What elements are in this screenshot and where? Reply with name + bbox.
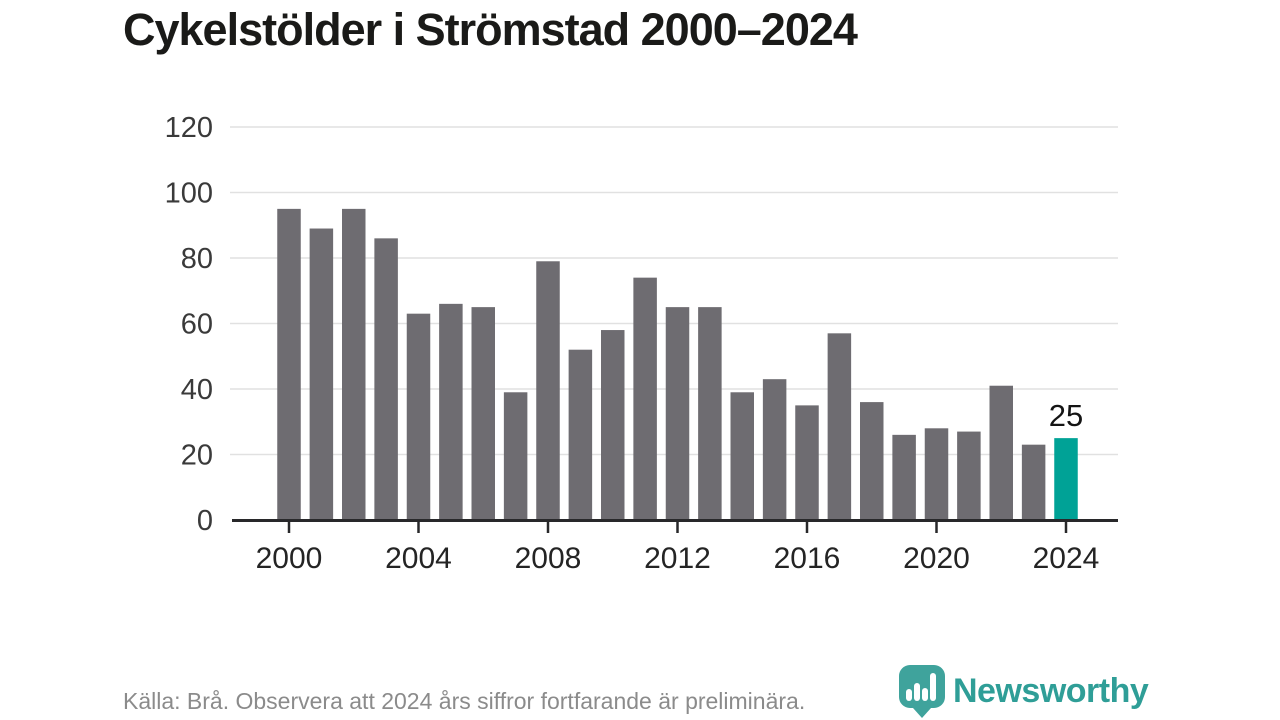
x-tick-label: 2024: [1033, 542, 1100, 575]
value-annotation: 25: [1049, 398, 1083, 433]
y-tick-label: 120: [165, 112, 213, 144]
chart-title: Cykelstölder i Strömstad 2000–2024: [123, 4, 858, 55]
bar: [665, 307, 690, 520]
bar: [309, 228, 334, 520]
bar: [374, 238, 398, 520]
bar: [730, 392, 754, 520]
y-tick-label: 60: [181, 309, 213, 341]
source-note: Källa: Brå. Observera att 2024 års siffr…: [123, 688, 806, 714]
y-tick-label: 0: [197, 505, 213, 537]
bar: [342, 208, 366, 520]
bar: [568, 349, 593, 520]
y-tick-label: 80: [181, 243, 213, 275]
x-tick-label: 2008: [515, 542, 582, 575]
x-tick-label: 2016: [774, 542, 841, 575]
bar: [762, 379, 787, 520]
bar: [471, 307, 495, 520]
newsworthy-logo-text: Newsworthy: [953, 672, 1149, 710]
x-tick-label: 2004: [385, 542, 452, 575]
y-tick-label: 100: [165, 178, 213, 210]
x-tick-label: 2012: [644, 542, 711, 575]
bar: [1021, 444, 1046, 520]
x-tick-label: 2020: [903, 542, 970, 575]
y-tick-label: 40: [181, 374, 213, 406]
y-tick-label: 20: [181, 440, 213, 472]
bar: [503, 392, 528, 520]
bar: [957, 431, 981, 520]
bar: [860, 402, 884, 520]
bar: [892, 434, 916, 520]
newsworthy-brand: Newsworthy: [897, 664, 1149, 718]
bar: [601, 330, 625, 520]
bar: [277, 208, 301, 520]
bar: [924, 428, 949, 520]
bar-chart: 0 20 40 60 80 100 120 2000 2004 2008 2012 2016 2020 2…: [165, 112, 1118, 575]
bar: [827, 333, 852, 520]
x-tick-label: 2000: [256, 542, 323, 575]
bar: [698, 307, 722, 520]
bar: [406, 313, 431, 520]
bar: [439, 303, 463, 520]
newsworthy-logo-icon: [899, 665, 945, 718]
bar: [536, 261, 560, 520]
bar: [989, 385, 1013, 520]
bar-highlighted: [1054, 438, 1078, 520]
bar: [795, 405, 819, 520]
bar: [633, 277, 657, 520]
